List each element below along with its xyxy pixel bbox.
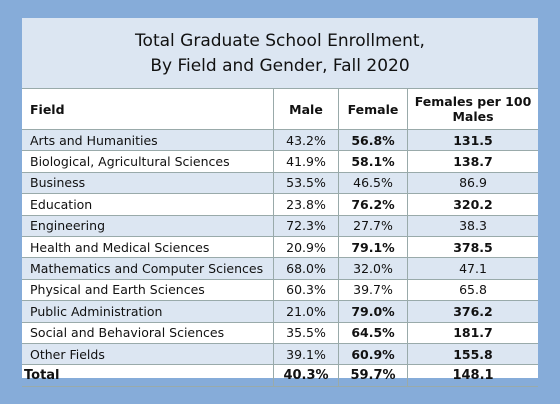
table-cell: 41.9% (273, 150, 339, 173)
table-cell: 58.1% (338, 150, 408, 173)
table-cell: 53.5% (273, 172, 339, 195)
cell-text: 378.5 (453, 239, 493, 255)
cell-text: 79.0% (351, 303, 395, 319)
cell-text: 131.5 (453, 132, 493, 148)
table-cell: 148.1 (407, 364, 538, 387)
table-cell: Other Fields (22, 343, 274, 366)
header-cell: Male (273, 89, 339, 130)
table-cell: Social and Behavioral Sciences (22, 322, 274, 344)
cell-text: 60.9% (351, 346, 395, 362)
table-cell: 43.2% (273, 129, 339, 152)
table-cell: Public Administration (22, 300, 274, 323)
header-row: Field Male Female Females per 100 Males (22, 89, 538, 130)
table-cell: 79.1% (338, 236, 408, 259)
table-cell: 56.8% (338, 129, 408, 152)
table-cell: 20.9% (273, 236, 339, 259)
table-cell: Physical and Earth Sciences (22, 279, 274, 302)
table-row: Arts and Humanities 43.2% 56.8% 131.5 (22, 129, 538, 152)
table-frame: Total Graduate School Enrollment, By Fie… (22, 18, 538, 387)
table-cell: 86.9 (407, 172, 538, 195)
table-row: Business 53.5% 46.5% 86.9 (22, 172, 538, 195)
table-cell: 60.9% (338, 343, 408, 366)
table-cell: 40.3% (273, 364, 339, 387)
cell-text: 64.5% (351, 325, 395, 341)
table-cell: Mathematics and Computer Sciences (22, 257, 274, 280)
table-cell: 79.0% (338, 300, 408, 323)
table-row: Health and Medical Sciences 20.9% 79.1% 378… (22, 236, 538, 259)
table-cell: 376.2 (407, 300, 538, 323)
table-row: Education 23.8% 76.2% 320.2 (22, 193, 538, 216)
title: Total Graduate School Enrollment, (135, 31, 425, 51)
table-row: Public Administration 21.0% 79.0% 376.2 (22, 300, 538, 323)
table-cell: 59.7% (338, 364, 408, 387)
cell-text: 59.7% (350, 367, 396, 383)
table: Field Male Female Females per 100 Males … (22, 89, 538, 387)
header-cell: Females per 100 Males (407, 89, 538, 130)
table-cell: Total (22, 364, 274, 387)
table-cell: Business (22, 172, 274, 195)
cell-text: 76.2% (351, 196, 395, 212)
table-cell: 181.7 (407, 322, 538, 344)
table-cell: 138.7 (407, 150, 538, 173)
cell-text: 79.1% (351, 239, 395, 255)
table-cell: 39.7% (338, 279, 408, 302)
table-cell: 72.3% (273, 215, 339, 237)
table-cell: 38.3 (407, 215, 538, 237)
title-box: Total Graduate School Enrollment, By Fie… (22, 18, 538, 89)
cell-text: 320.2 (453, 196, 493, 212)
table-body: Arts and Humanities 43.2% 56.8% 131.5 Biolog… (22, 129, 538, 387)
table-cell: Health and Medical Sciences (22, 236, 274, 259)
table-cell: 39.1% (273, 343, 339, 366)
table-cell: 378.5 (407, 236, 538, 259)
table-cell: 131.5 (407, 129, 538, 152)
cell-text: 376.2 (453, 303, 493, 319)
table-row: Biological, Agricultural Sciences 41.9% 58… (22, 150, 538, 173)
table-row: Other Fields 39.1% 60.9% 155.8 (22, 343, 538, 366)
table-cell: Engineering (22, 215, 274, 237)
cell-text: 58.1% (351, 154, 395, 170)
header-cell: Female (338, 89, 408, 130)
table-row: Physical and Earth Sciences 60.3% 39.7% 65.… (22, 279, 538, 302)
table-row: Engineering 72.3% 27.7% 38.3 (22, 215, 538, 237)
table-cell: 32.0% (338, 257, 408, 280)
table-cell: 27.7% (338, 215, 408, 237)
header-cell: Field (22, 89, 274, 130)
table-cell: 65.8 (407, 279, 538, 302)
table-cell: 76.2% (338, 193, 408, 216)
table-cell: 320.2 (407, 193, 538, 216)
table-cell: 23.8% (273, 193, 339, 216)
cell-text: 138.7 (453, 154, 493, 170)
table-row: Mathematics and Computer Sciences 68.0% 32… (22, 257, 538, 280)
table-cell: 155.8 (407, 343, 538, 366)
table-row: Total 40.3% 59.7% 148.1 (22, 364, 538, 387)
table-cell: Education (22, 193, 274, 216)
table-cell: Biological, Agricultural Sciences (22, 150, 274, 173)
cell-text: 181.7 (453, 325, 493, 341)
table-cell: 68.0% (273, 257, 339, 280)
cell-text: 56.8% (351, 132, 395, 148)
table-cell: 47.1 (407, 257, 538, 280)
subtitle: By Field and Gender, Fall 2020 (150, 56, 410, 76)
table-cell: 64.5% (338, 322, 408, 344)
table-cell: 60.3% (273, 279, 339, 302)
table-cell: 35.5% (273, 322, 339, 344)
table-cell: 21.0% (273, 300, 339, 323)
table-cell: 46.5% (338, 172, 408, 195)
table-row: Social and Behavioral Sciences 35.5% 64.5%… (22, 322, 538, 344)
table-cell: Arts and Humanities (22, 129, 274, 152)
cell-text: 148.1 (452, 367, 494, 383)
cell-text: 155.8 (453, 346, 493, 362)
